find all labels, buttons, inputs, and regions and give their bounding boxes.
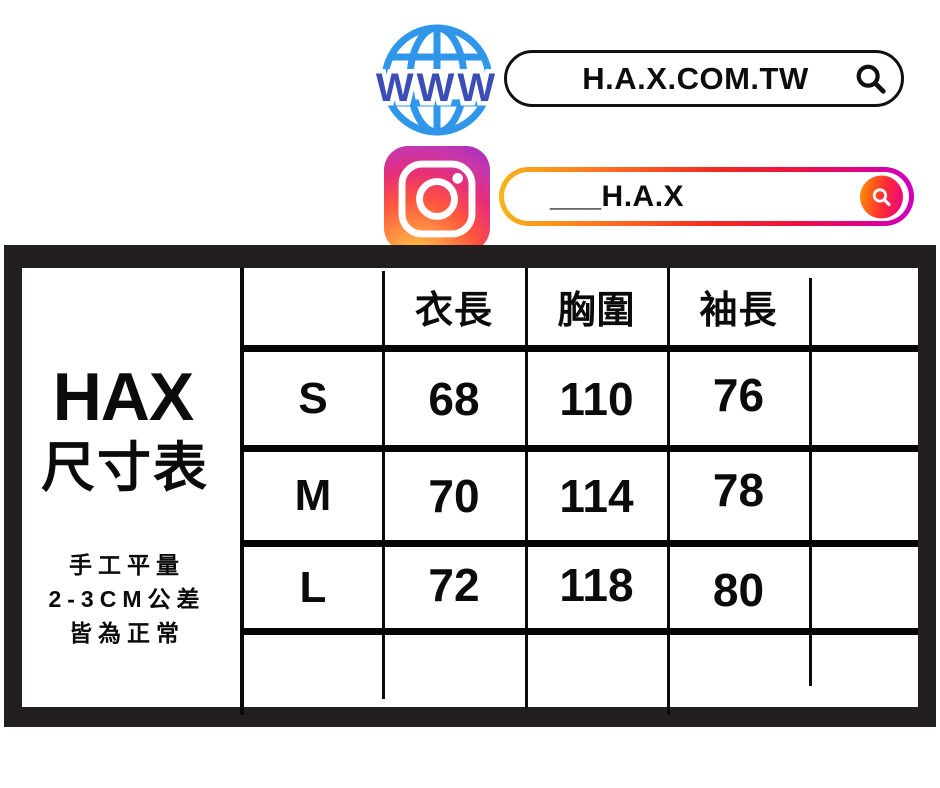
column-line — [382, 271, 385, 699]
table-cell: 72 — [428, 558, 480, 611]
size-chart-table: HAX 尺寸表 手工平量 2-3CM公差 皆為正常 衣長 胸圍 袖長 — [22, 268, 918, 715]
instagram-handle-text: ___H.A.X — [550, 179, 685, 213]
instagram-icon — [384, 146, 490, 252]
column-header: 袖長 — [699, 290, 778, 332]
table-cell: 78 — [712, 464, 765, 516]
table-cell: 114 — [559, 470, 634, 522]
column-line — [809, 278, 812, 686]
website-search-bar[interactable]: H.A.X.COM.TW — [504, 50, 904, 107]
row-line — [240, 540, 918, 547]
chart-title: 尺寸表 — [41, 438, 209, 498]
size-label: S — [298, 373, 328, 423]
size-label: L — [299, 562, 327, 612]
panel-divider-line — [240, 268, 244, 715]
note-line: 手工平量 — [69, 552, 185, 578]
column-header: 衣長 — [414, 290, 493, 332]
note-line: 皆為正常 — [69, 620, 185, 646]
column-line — [525, 268, 528, 708]
row-line — [240, 628, 918, 635]
row-line — [240, 445, 918, 452]
size-label: M — [294, 471, 332, 520]
brand-panel: HAX 尺寸表 手工平量 2-3CM公差 皆為正常 — [22, 268, 240, 707]
size-chart-frame: HAX 尺寸表 手工平量 2-3CM公差 皆為正常 衣長 胸圍 袖長 — [4, 245, 936, 727]
search-icon[interactable] — [854, 62, 888, 96]
instagram-search-button[interactable] — [860, 175, 903, 218]
note-line: 2-3CM公差 — [48, 586, 206, 612]
website-url-text: H.A.X.COM.TW — [582, 60, 809, 96]
instagram-search-bar[interactable]: ___H.A.X — [499, 167, 914, 226]
column-header: 胸圍 — [557, 290, 636, 332]
table-cell: 70 — [428, 470, 480, 522]
table-cell: 118 — [559, 558, 634, 611]
globe-www-icon: WWW — [376, 21, 498, 140]
row-line — [240, 345, 918, 352]
www-label: WWW — [376, 66, 498, 110]
table-cell: 68 — [428, 372, 480, 425]
table-cell: 110 — [559, 372, 634, 425]
measurement-note: 手工平量 2-3CM公差 皆為正常 — [22, 548, 232, 650]
search-icon — [872, 187, 891, 206]
brand-name: HAX — [52, 359, 195, 435]
table-cell: 76 — [712, 368, 765, 421]
column-line — [667, 268, 670, 715]
instagram-search-field[interactable]: ___H.A.X — [504, 172, 909, 221]
table-cell: 80 — [712, 563, 765, 616]
